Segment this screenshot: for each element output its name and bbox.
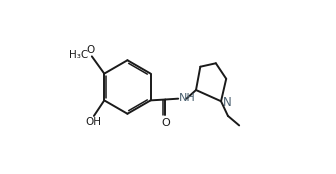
Text: O: O [87,45,95,56]
Text: NH: NH [179,93,196,103]
Text: O: O [161,118,170,128]
Text: N: N [223,96,232,109]
Text: OH: OH [85,117,101,127]
Text: H₃C: H₃C [69,50,88,61]
